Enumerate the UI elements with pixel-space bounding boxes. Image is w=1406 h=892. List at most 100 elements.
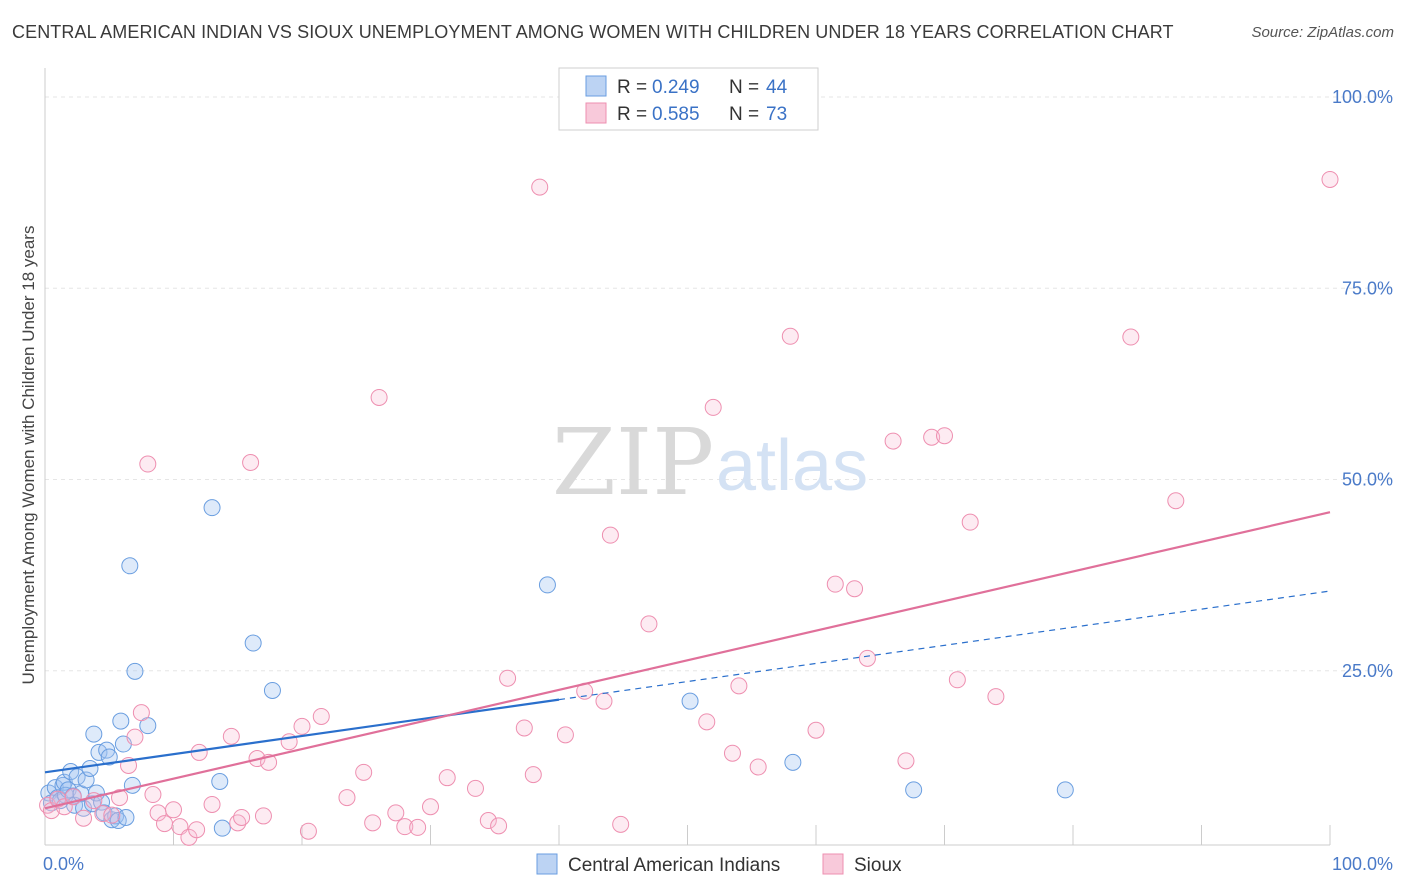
legend-n-label: N = xyxy=(729,77,759,98)
legend-r-label: R = xyxy=(617,104,647,125)
sioux-point xyxy=(601,526,619,544)
central-point xyxy=(100,748,118,766)
sioux-point xyxy=(807,721,825,739)
sioux-point xyxy=(846,580,864,598)
y-tick-label: 75.0% xyxy=(1342,278,1393,298)
sioux-point xyxy=(293,717,311,735)
sioux-point xyxy=(499,669,517,687)
central-point xyxy=(681,692,699,710)
legend-swatch-central xyxy=(585,75,607,97)
series-legend: Central American Indians Sioux xyxy=(536,853,902,876)
legend-swatch-central xyxy=(536,853,558,875)
sioux-point xyxy=(781,327,799,345)
legend-swatch-sioux xyxy=(585,102,607,124)
sioux-point xyxy=(139,455,157,473)
sioux-point xyxy=(1167,492,1185,510)
sioux-point xyxy=(490,817,508,835)
sioux-point xyxy=(165,801,182,819)
sioux-point xyxy=(1321,170,1339,188)
trend-lines xyxy=(44,511,1331,810)
sioux-point xyxy=(75,809,93,827)
legend-item-sioux: Sioux xyxy=(854,855,902,876)
sioux-point xyxy=(254,807,272,825)
central-point xyxy=(117,808,135,826)
sioux-point xyxy=(94,805,112,823)
central-point xyxy=(121,557,139,575)
sioux-point xyxy=(387,804,405,822)
sioux-point xyxy=(466,779,484,797)
sioux-point xyxy=(156,815,174,833)
sioux-point xyxy=(370,388,388,406)
sioux-point xyxy=(338,789,356,807)
central-point xyxy=(123,776,141,794)
sioux-point xyxy=(479,812,497,830)
legend-n-value: 73 xyxy=(766,104,787,125)
sioux-point xyxy=(858,649,876,667)
sioux-point xyxy=(126,728,144,746)
x-tick-labels: 0.0% 100.0% xyxy=(43,854,1393,874)
sioux-point xyxy=(515,719,533,737)
sioux-point xyxy=(531,178,549,196)
sioux-point xyxy=(1122,328,1140,346)
sioux-point xyxy=(132,704,150,722)
sioux-point xyxy=(364,814,382,832)
central-point xyxy=(112,712,130,730)
sioux-point xyxy=(640,615,658,633)
central-point xyxy=(213,819,231,837)
legend-n-value: 44 xyxy=(766,77,788,98)
legend-swatch-sioux xyxy=(822,853,844,875)
sioux-point xyxy=(704,398,722,416)
central-point xyxy=(68,768,86,786)
sioux-point xyxy=(698,713,716,731)
sioux-point xyxy=(723,744,741,762)
y-tick-labels: 25.0% 50.0% 75.0% 100.0% xyxy=(1332,87,1393,681)
central-point xyxy=(905,781,923,799)
legend-r-label: R = xyxy=(617,77,647,98)
legend-item-central: Central American Indians xyxy=(568,855,780,876)
sioux-point xyxy=(188,821,206,839)
legend-r-value: 0.585 xyxy=(652,104,700,125)
sioux-point xyxy=(103,806,121,824)
sioux-point xyxy=(987,688,1005,706)
sioux-point xyxy=(242,454,260,471)
sioux-point xyxy=(438,769,456,787)
sioux-point xyxy=(144,786,162,804)
sioux-point xyxy=(749,758,767,776)
sioux-point xyxy=(203,795,221,813)
sioux-point xyxy=(190,743,208,761)
sioux-point xyxy=(222,727,240,745)
y-tick-label: 50.0% xyxy=(1342,470,1393,490)
central-point xyxy=(244,634,262,652)
sioux-point xyxy=(897,752,915,770)
central-point xyxy=(81,760,99,777)
sioux-point xyxy=(355,763,373,781)
sioux-point xyxy=(936,427,953,445)
central-point xyxy=(784,753,802,771)
sioux-point xyxy=(556,726,574,744)
watermark-atlas: atlas xyxy=(716,426,868,506)
sioux-point xyxy=(233,808,251,826)
x-tick-label: 100.0% xyxy=(1332,854,1393,874)
chart-title: CENTRAL AMERICAN INDIAN VS SIOUX UNEMPLO… xyxy=(12,22,1174,42)
legend-n-label: N = xyxy=(729,104,759,125)
sioux-point xyxy=(612,815,630,833)
sioux-point xyxy=(409,818,427,836)
watermark-zip: ZIP xyxy=(552,409,714,516)
grid-lines xyxy=(45,96,1392,672)
x-tick-label: 0.0% xyxy=(43,854,84,874)
sioux-point xyxy=(595,692,613,710)
sioux-point xyxy=(948,671,966,689)
central-point xyxy=(126,662,144,680)
sioux-point xyxy=(422,798,439,816)
sioux-point xyxy=(524,766,542,784)
central-points xyxy=(40,499,1074,837)
sioux-point xyxy=(923,428,941,446)
legend-r-value: 0.249 xyxy=(652,77,700,98)
central-point xyxy=(211,773,229,791)
sioux-point xyxy=(299,822,317,840)
central-point xyxy=(1056,781,1074,799)
sioux-trend-line xyxy=(44,511,1331,810)
sioux-point xyxy=(961,513,979,531)
sioux-point xyxy=(826,575,844,593)
